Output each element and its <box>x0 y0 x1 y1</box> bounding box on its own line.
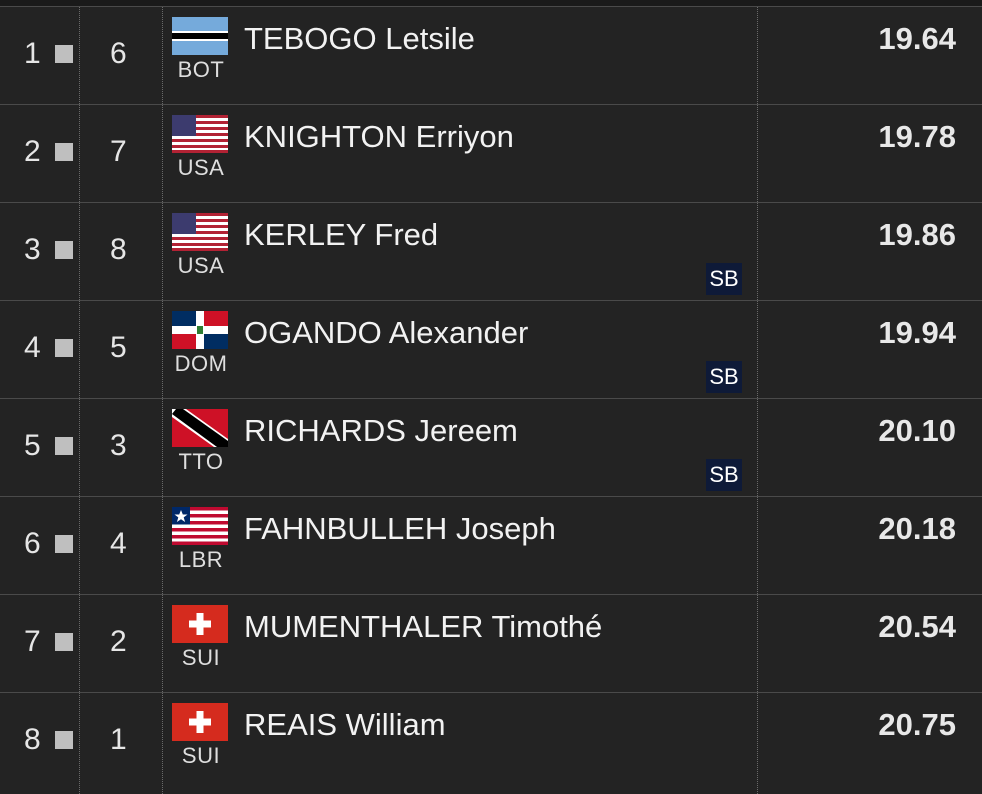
athlete-name[interactable]: MUMENTHALER Timothé <box>244 609 603 644</box>
column-divider <box>757 301 758 398</box>
column-divider <box>79 399 80 496</box>
column-divider <box>79 7 80 104</box>
athlete-name[interactable]: REAIS William <box>244 707 446 742</box>
result-row[interactable]: 8 1 SUI REAIS William 20.75 <box>0 692 982 794</box>
result-time: 19.64 <box>878 21 956 56</box>
tto-flag-icon <box>172 409 228 447</box>
result-row[interactable]: 5 3 TTO RICHARDS Jereem SB 20.10 <box>0 398 982 496</box>
athlete-name[interactable]: KERLEY Fred <box>244 217 439 252</box>
country-code: LBR <box>178 547 224 572</box>
season-best-badge: SB <box>706 459 742 491</box>
column-divider <box>162 7 163 104</box>
lane-number: 4 <box>110 527 127 560</box>
column-divider <box>79 105 80 202</box>
place-number: 6 <box>24 527 41 560</box>
qualification-square-icon <box>55 633 73 651</box>
place-number: 2 <box>24 135 41 168</box>
place-number: 1 <box>24 37 41 70</box>
column-divider <box>757 105 758 202</box>
column-divider <box>757 595 758 692</box>
country-code: SUI <box>181 743 221 768</box>
column-divider <box>162 203 163 300</box>
column-divider <box>757 693 758 794</box>
column-divider <box>162 693 163 794</box>
result-time: 20.54 <box>878 609 956 644</box>
top-strip <box>0 0 982 8</box>
result-row[interactable]: 1 6 BOT TEBOGO Letsile 19.64 <box>0 6 982 104</box>
country-code: DOM <box>174 351 228 376</box>
column-divider <box>162 105 163 202</box>
qualification-square-icon <box>55 535 73 553</box>
place-number: 5 <box>24 429 41 462</box>
lane-number: 6 <box>110 37 127 70</box>
country-code: USA <box>177 253 225 278</box>
athlete-name[interactable]: KNIGHTON Erriyon <box>244 119 514 154</box>
season-best-badge: SB <box>706 263 742 295</box>
result-time: 19.94 <box>878 315 956 350</box>
lane-number: 5 <box>110 331 127 364</box>
sui-flag-icon <box>172 605 228 643</box>
dom-flag-icon <box>172 311 228 349</box>
result-time: 20.75 <box>878 707 956 742</box>
column-divider <box>79 693 80 794</box>
column-divider <box>757 399 758 496</box>
country-code: USA <box>177 155 225 180</box>
athlete-name[interactable]: OGANDO Alexander <box>244 315 529 350</box>
lane-number: 8 <box>110 233 127 266</box>
qualification-square-icon <box>55 731 73 749</box>
result-time: 20.18 <box>878 511 956 546</box>
result-row[interactable]: 3 8 USA KERLEY Fred SB 19.86 <box>0 202 982 300</box>
column-divider <box>757 7 758 104</box>
country-code: BOT <box>177 57 225 82</box>
place-number: 3 <box>24 233 41 266</box>
place-number: 7 <box>24 625 41 658</box>
athlete-name[interactable]: RICHARDS Jereem <box>244 413 518 448</box>
column-divider <box>162 301 163 398</box>
usa-flag-icon <box>172 115 228 153</box>
result-time: 19.78 <box>878 119 956 154</box>
season-best-badge: SB <box>706 361 742 393</box>
lane-number: 3 <box>110 429 127 462</box>
column-divider <box>79 595 80 692</box>
result-time: 19.86 <box>878 217 956 252</box>
country-code: TTO <box>178 449 224 474</box>
lbr-flag-icon <box>172 507 228 545</box>
place-number: 4 <box>24 331 41 364</box>
result-row[interactable]: 4 5 DOM OGANDO Alexander SB 19.94 <box>0 300 982 398</box>
result-row[interactable]: 7 2 SUI MUMENTHALER Timothé 20.54 <box>0 594 982 692</box>
qualification-square-icon <box>55 45 73 63</box>
column-divider <box>79 497 80 594</box>
qualification-square-icon <box>55 339 73 357</box>
result-time: 20.10 <box>878 413 956 448</box>
lane-number: 2 <box>110 625 127 658</box>
qualification-square-icon <box>55 437 73 455</box>
athlete-name[interactable]: FAHNBULLEH Joseph <box>244 511 556 546</box>
column-divider <box>79 301 80 398</box>
result-row[interactable]: 6 4 LBR FAHNBULLEH Joseph 20.18 <box>0 496 982 594</box>
column-divider <box>162 399 163 496</box>
bot-flag-icon <box>172 17 228 55</box>
sui-flag-icon <box>172 703 228 741</box>
lane-number: 7 <box>110 135 127 168</box>
column-divider <box>757 203 758 300</box>
result-row[interactable]: 2 7 USA KNIGHTON Erriyon 19.78 <box>0 104 982 202</box>
column-divider <box>162 595 163 692</box>
column-divider <box>79 203 80 300</box>
qualification-square-icon <box>55 241 73 259</box>
country-code: SUI <box>181 645 221 670</box>
column-divider <box>757 497 758 594</box>
place-number: 8 <box>24 723 41 756</box>
lane-number: 1 <box>110 723 127 756</box>
qualification-square-icon <box>55 143 73 161</box>
usa-flag-icon <box>172 213 228 251</box>
column-divider <box>162 497 163 594</box>
athlete-name[interactable]: TEBOGO Letsile <box>244 21 475 56</box>
